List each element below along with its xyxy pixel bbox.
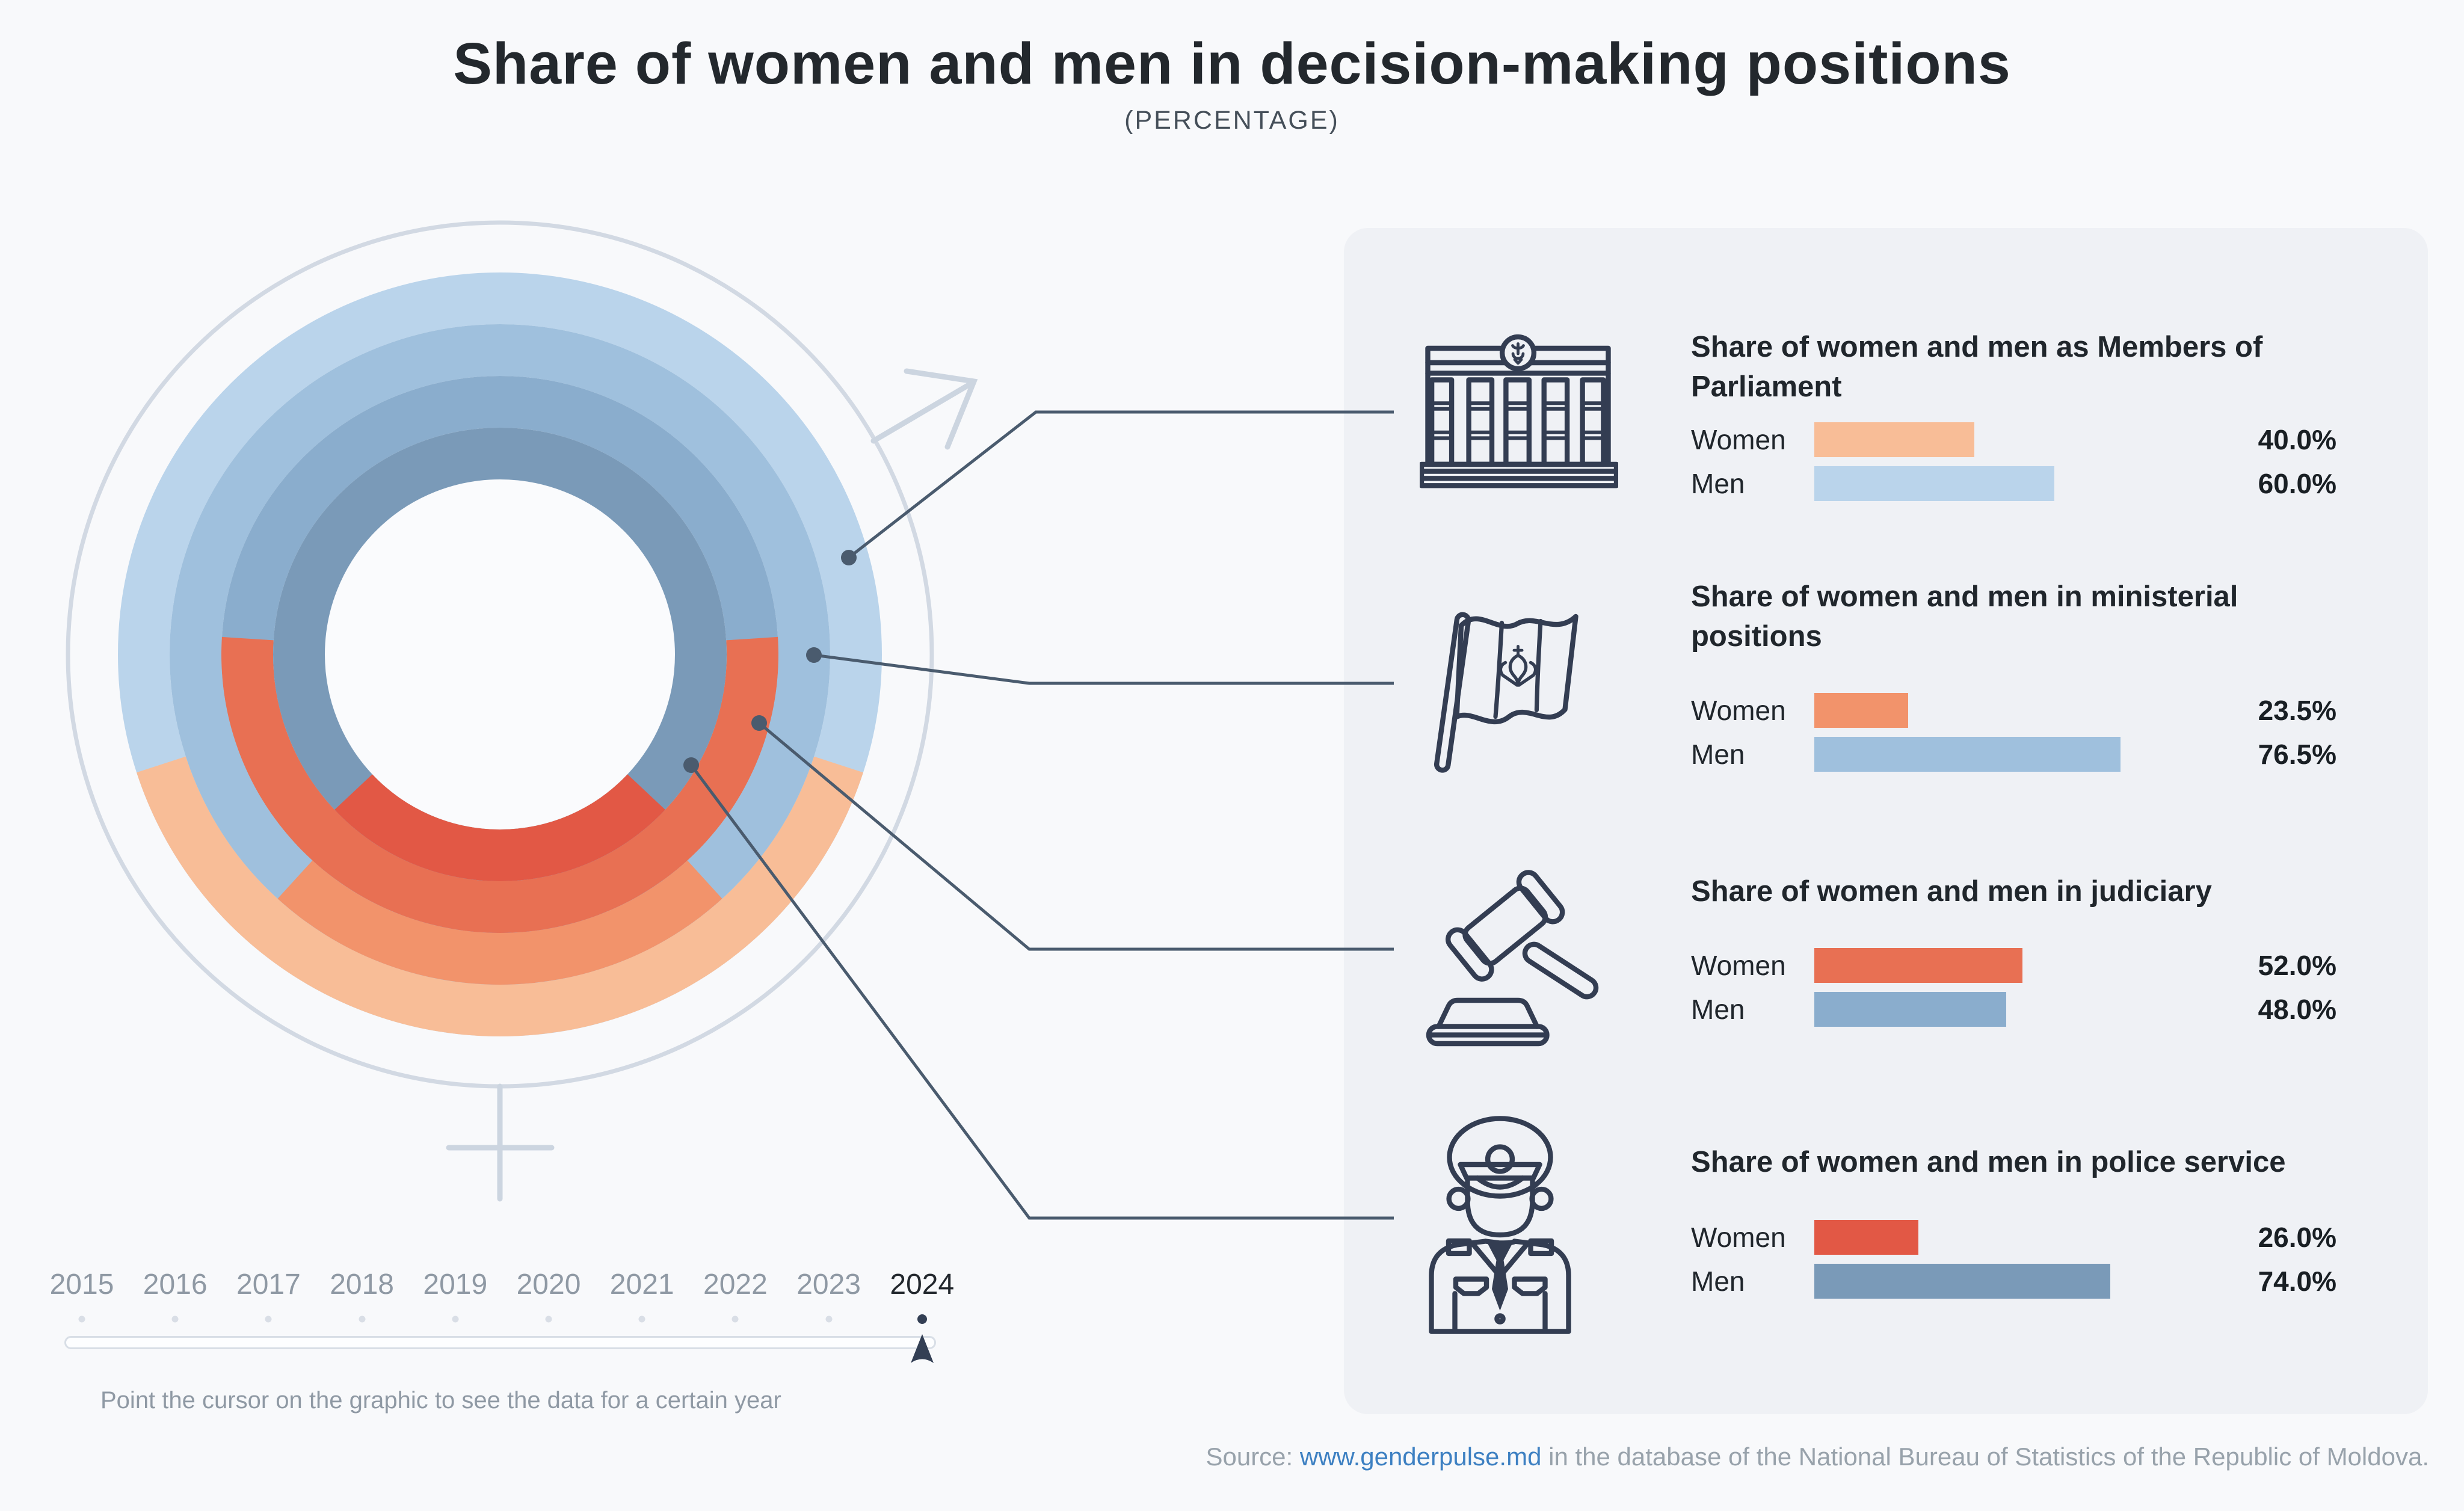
timeline-year-2020[interactable]: 2020 xyxy=(516,1269,581,1300)
men-label: Men xyxy=(1691,994,1745,1025)
timeline-year-2016[interactable]: 2016 xyxy=(143,1269,208,1300)
connector-line-ministerial xyxy=(813,653,1394,685)
ring-women-parliament[interactable] xyxy=(137,756,863,1036)
gender-symbol-circle xyxy=(66,220,934,1089)
donut-rings[interactable] xyxy=(118,272,882,1036)
women-value: 40.0% xyxy=(2258,424,2336,455)
connector-dots xyxy=(683,550,857,773)
men-value: 74.0% xyxy=(2258,1266,2336,1297)
timeline-year-2021[interactable]: 2021 xyxy=(609,1269,674,1300)
male-symbol-arrow-icon xyxy=(870,368,978,450)
timeline-years: 2015 2016 2017 2018 2019 2020 2021 2022 2023 2024 xyxy=(0,1268,1023,1304)
source-link[interactable]: www.genderpulse.md xyxy=(1299,1442,1542,1471)
women-bar xyxy=(1814,422,1974,457)
ring-men-judiciary[interactable] xyxy=(221,376,778,933)
timeline-dots xyxy=(0,1314,1023,1327)
details-panel: Share of women and men as Members of Par… xyxy=(1344,228,2428,1414)
police-officer-icon xyxy=(1429,1116,1571,1334)
source-suffix: in the database of the National Bureau o… xyxy=(1541,1442,2429,1471)
moldova-flag-icon xyxy=(1434,612,1578,773)
ring-men-ministerial[interactable] xyxy=(170,324,830,985)
women-label: Women xyxy=(1691,424,1786,455)
page-subtitle: (PERCENTAGE) xyxy=(1124,106,1340,135)
men-bar xyxy=(1814,737,2121,772)
timeline-year-2022[interactable]: 2022 xyxy=(703,1269,768,1300)
timeline-slider-track[interactable] xyxy=(64,1336,936,1349)
gavel-icon xyxy=(1426,870,1599,1047)
women-value: 26.0% xyxy=(2258,1222,2336,1253)
ring-women-judiciary[interactable] xyxy=(221,636,779,933)
parliament-building-icon xyxy=(1420,334,1618,488)
connector-line-parliament xyxy=(848,410,1394,559)
female-symbol-cross-icon xyxy=(446,1083,555,1202)
timeline-year-2017[interactable]: 2017 xyxy=(236,1269,301,1300)
timeline-dot-2018[interactable] xyxy=(359,1316,366,1323)
women-label: Women xyxy=(1691,695,1786,726)
timeline-year-2024[interactable]: 2024 xyxy=(890,1269,955,1300)
timeline-dot-2015[interactable] xyxy=(78,1316,85,1323)
timeline-dot-2016[interactable] xyxy=(171,1316,179,1323)
timeline-dot-2022[interactable] xyxy=(732,1316,739,1323)
women-value: 52.0% xyxy=(2258,950,2336,981)
connector-line-police xyxy=(689,764,1394,1220)
women-bar xyxy=(1814,948,2022,983)
donut-hole xyxy=(325,480,674,829)
men-label: Men xyxy=(1691,739,1745,770)
category-title: Share of women and men in judiciary xyxy=(1691,875,2212,908)
timeline-cursor-icon[interactable] xyxy=(908,1333,936,1365)
connector-line-judiciary xyxy=(758,722,1394,951)
men-value: 76.5% xyxy=(2258,739,2336,770)
timeline-dot-2021[interactable] xyxy=(638,1316,645,1323)
men-bar xyxy=(1814,1264,2111,1299)
category-title: Share of women and men in ministerial po… xyxy=(1691,580,2238,653)
women-bar xyxy=(1814,693,1909,728)
connector-lines xyxy=(689,410,1394,1220)
timeline-dot-2017[interactable] xyxy=(265,1316,272,1323)
source-line: Source: www.genderpulse.md in the databa… xyxy=(1206,1442,2429,1471)
timeline-year-2019[interactable]: 2019 xyxy=(423,1269,488,1300)
source-prefix: Source: xyxy=(1206,1442,1300,1471)
timeline-dot-2019[interactable] xyxy=(452,1316,459,1323)
timeline-year-2023[interactable]: 2023 xyxy=(796,1269,861,1300)
men-value: 60.0% xyxy=(2258,468,2336,499)
men-value: 48.0% xyxy=(2258,994,2336,1025)
ring-men-police[interactable] xyxy=(273,428,727,881)
ring-men-parliament[interactable] xyxy=(118,272,882,1036)
women-label: Women xyxy=(1691,950,1786,981)
men-bar xyxy=(1814,992,2007,1027)
timeline-hint: Point the cursor on the graphic to see t… xyxy=(100,1387,781,1414)
men-label: Men xyxy=(1691,1266,1745,1297)
ring-women-police[interactable] xyxy=(334,774,665,881)
women-bar xyxy=(1814,1220,1918,1255)
men-label: Men xyxy=(1691,468,1745,499)
page-title: Share of women and men in decision-makin… xyxy=(453,31,2011,96)
timeline-year-2015[interactable]: 2015 xyxy=(49,1269,114,1300)
category-title: Share of women and men in police service xyxy=(1691,1146,2286,1178)
ring-women-ministerial[interactable] xyxy=(277,860,722,985)
timeline-dot-2023[interactable] xyxy=(825,1316,833,1323)
category-title: Share of women and men as Members of Par… xyxy=(1691,331,2263,403)
timeline-dot-2020[interactable] xyxy=(545,1316,552,1323)
women-label: Women xyxy=(1691,1222,1786,1253)
men-bar xyxy=(1814,466,2054,501)
timeline-year-2018[interactable]: 2018 xyxy=(330,1269,394,1300)
women-value: 23.5% xyxy=(2258,695,2336,726)
timeline-dot-2024[interactable] xyxy=(917,1314,927,1324)
